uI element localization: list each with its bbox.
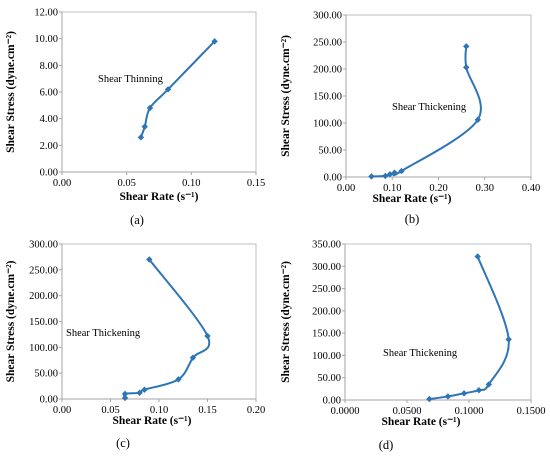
- panel-d-annotation: Shear Thickening: [383, 348, 458, 359]
- panel-d-plot-frame: [344, 243, 532, 401]
- panel-a-data-point: [146, 104, 154, 112]
- panel-a-data-point: [141, 123, 148, 130]
- panel-d-data-point: [475, 386, 483, 394]
- panel-a-y-tick-label: 6.00: [40, 88, 58, 99]
- panel-c-y-tick-label: 50.00: [34, 369, 58, 380]
- panel-c-data-point: [146, 256, 153, 263]
- chart-panel-b: 0.00 0.10 0.20 0.30 0.40 0.00 50.00 100.00 150.0…: [280, 11, 540, 227]
- panel-a-x-tick-label: 0.10: [182, 178, 200, 189]
- panel-c-data-point: [204, 332, 211, 340]
- panel-d-label: (d): [379, 438, 394, 452]
- panel-d-series-line: [429, 256, 510, 401]
- panel-a-data-point: [164, 86, 172, 93]
- panel-c-data-point: [121, 394, 129, 402]
- panel-d-y-tick-label: 350.00: [312, 240, 341, 251]
- panel-b-plot-frame: [345, 14, 532, 178]
- panel-c-x-axis-title: Shear Rate (s⁻¹): [113, 415, 192, 427]
- panel-b-y-tick-label: 250.00: [313, 38, 342, 49]
- panel-b-data-point: [398, 167, 405, 175]
- panel-c-y-axis-title: Shear Stress (dyne.cm⁻²): [5, 260, 17, 382]
- panel-b-y-tick-label: 300.00: [313, 11, 342, 22]
- panel-c-annotation: Shear Thickening: [66, 328, 141, 339]
- panel-d-y-tick-label: 100.00: [312, 351, 341, 362]
- panel-c-x-tick-label: 0.00: [53, 405, 71, 416]
- panel-d-y-axis-title: Shear Stress (dyne.cm⁻²): [280, 261, 292, 383]
- panel-b-data-point: [463, 64, 470, 71]
- panel-b-data-point: [368, 173, 375, 180]
- panel-b-y-tick-label: 150.00: [313, 92, 342, 103]
- panel-d-x-tick-label: 0.1000: [455, 406, 484, 417]
- chart-panel-c: 0.00 0.05 0.10 0.15 0.20 0.00 50.00 100.00 150.0…: [5, 240, 265, 451]
- panel-d-x-tick-label: 0.0500: [393, 406, 422, 417]
- panel-c-plot-frame: [61, 243, 257, 400]
- panel-a-label: (a): [130, 213, 144, 227]
- panel-c-data-point: [136, 389, 143, 396]
- panel-d-x-tick-label: 0.0000: [331, 406, 360, 417]
- panel-a-x-tick-label: 0.00: [53, 178, 71, 189]
- panel-d-y-tick-label: 50.00: [317, 373, 341, 384]
- panel-a-x-axis-title: Shear Rate (s⁻¹): [120, 191, 199, 203]
- panel-d-y-tick-label: 250.00: [312, 284, 341, 295]
- panel-c-y-tick-label: 250.00: [29, 265, 58, 276]
- panel-d-data-point: [474, 253, 481, 260]
- panel-c-y-tick-label: 0.00: [40, 395, 58, 406]
- panel-d-x-tick-label: 0.1500: [517, 406, 546, 417]
- panel-c-x-tick-label: 0.05: [101, 405, 119, 416]
- panel-c-y-tick-label: 150.00: [29, 317, 58, 328]
- panel-b-data-point: [474, 116, 482, 123]
- panel-a-y-tick-label: 8.00: [40, 61, 58, 72]
- panel-d-x-axis-title: Shear Rate (s⁻¹): [382, 416, 461, 428]
- panel-b-y-tick-label: 100.00: [313, 119, 342, 130]
- panel-d-data-point: [426, 395, 433, 403]
- panel-d-y-tick-label: 150.00: [312, 329, 341, 340]
- panel-a-y-axis-title: Shear Stress (dyne.cm⁻²): [5, 31, 17, 153]
- panel-a-plot-frame: [61, 11, 257, 173]
- panel-c-y-tick-label: 200.00: [29, 291, 58, 302]
- panel-d-y-tick-label: 300.00: [312, 262, 341, 273]
- panel-c-x-tick-label: 0.10: [150, 405, 168, 416]
- panel-b-y-tick-label: 0.00: [324, 173, 342, 184]
- panel-b-x-tick-label: 0.40: [522, 183, 540, 194]
- panel-b-x-tick-label: 0.20: [429, 183, 447, 194]
- panel-a-x-tick-label: 0.15: [247, 178, 265, 189]
- panel-b-y-axis-title: Shear Stress (dyne.cm⁻²): [280, 35, 292, 157]
- panel-a-annotation: Shear Thinning: [98, 74, 164, 85]
- panel-c-x-tick-label: 0.20: [247, 405, 265, 416]
- panel-b-data-point: [463, 43, 470, 50]
- chart-panel-d: 0.0000 0.0500 0.1000 0.1500 0.00 50.00 100.00 1…: [280, 240, 546, 453]
- panel-a-data-point: [211, 38, 218, 45]
- panel-d-data-point: [460, 390, 468, 397]
- panel-c-data-point: [141, 386, 148, 393]
- panel-c-y-tick-label: 100.00: [29, 343, 58, 354]
- panel-c-y-tick-label: 300.00: [29, 240, 58, 251]
- panel-a-x-tick-label: 0.05: [117, 178, 135, 189]
- panel-b-x-tick-label: 0.30: [476, 183, 494, 194]
- panel-a-data-point: [137, 134, 145, 141]
- panel-c-data-point: [189, 354, 197, 361]
- panel-a-y-tick-label: 12.00: [34, 8, 58, 19]
- panel-a-series-line: [139, 40, 216, 138]
- panel-b-x-tick-label: 0.10: [383, 183, 401, 194]
- panel-a-y-tick-label: 4.00: [40, 114, 58, 125]
- panel-d-data-point: [444, 393, 452, 400]
- panel-b-label: (b): [405, 212, 420, 226]
- panel-d-y-tick-label: 200.00: [312, 306, 341, 317]
- panel-a-y-tick-label: 2.00: [40, 141, 58, 152]
- panel-d-y-tick-label: 0.00: [323, 396, 341, 407]
- panel-b-data-point: [391, 169, 398, 176]
- panel-b-x-axis-title: Shear Rate (s⁻¹): [373, 193, 452, 205]
- panel-a-y-tick-label: 0.00: [40, 168, 58, 179]
- chart-panel-a: 0.00 0.05 0.10 0.15 0.00 2.00 4.00 6.00 8.00 10.0…: [5, 8, 265, 228]
- panel-c-data-point: [121, 390, 129, 398]
- panel-b-y-tick-label: 200.00: [313, 65, 342, 76]
- panel-b-annotation: Shear Thickening: [392, 102, 467, 113]
- panel-d-data-point: [505, 336, 512, 343]
- panel-a-y-tick-label: 10.00: [34, 34, 58, 45]
- panel-c-x-tick-label: 0.15: [198, 405, 216, 416]
- panel-b-y-tick-label: 50.00: [318, 146, 342, 157]
- panel-b-x-tick-label: 0.00: [337, 183, 355, 194]
- panel-c-label: (c): [116, 436, 130, 450]
